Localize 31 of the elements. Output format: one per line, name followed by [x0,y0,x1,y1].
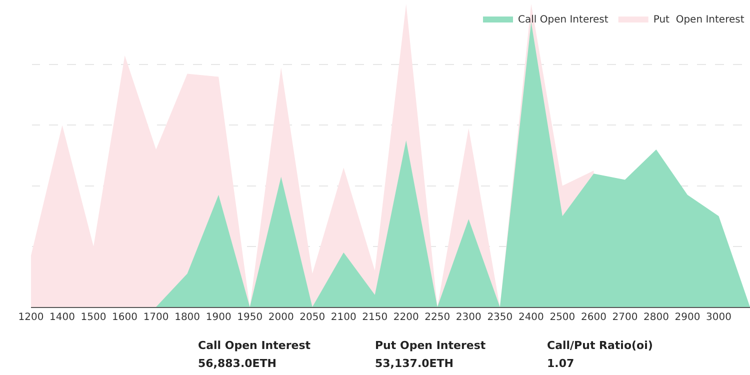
x-tick-label: 2250 [424,312,450,323]
text: 1.07 [547,357,574,370]
x-tick-label: 2000 [268,312,294,323]
x-tick-label: 2050 [300,312,326,323]
x-tick-label: 2350 [487,312,513,323]
x-tick-label: 2300 [456,312,482,323]
x-tick-label: 3000 [706,312,732,323]
x-tick-label: 2100 [330,312,356,323]
x-tick-label: 1400 [50,312,75,323]
x-tick-label: 1600 [112,312,138,323]
x-tick-label: 1500 [80,312,106,323]
x-tick-label: 2800 [643,312,669,323]
x-tick-label: 2500 [550,312,576,323]
x-tick-label: 1700 [143,312,169,323]
legend-label: Put Open Interest [653,14,744,26]
x-tick-label: 2150 [362,312,388,323]
text: Call Open Interest [198,339,311,352]
x-tick-label: 2400 [518,312,544,323]
x-tick-label: 2600 [580,312,606,323]
text: Put Open Interest [375,339,486,352]
text: 56,883.0ETH [198,357,277,370]
x-tick-label: 1200 [18,312,44,323]
x-tick-label: 2900 [674,312,700,323]
x-tick-label: 2700 [612,312,638,323]
text: 53,137.0ETH [375,357,454,370]
x-tick-label: 1900 [206,312,232,323]
legend-label: Call Open Interest [518,14,608,26]
text: Call/Put Ratio(oi) [547,339,653,352]
x-tick-label: 2200 [393,312,419,323]
x-tick-label: 1950 [237,312,263,323]
x-tick-label: 1800 [174,312,200,323]
